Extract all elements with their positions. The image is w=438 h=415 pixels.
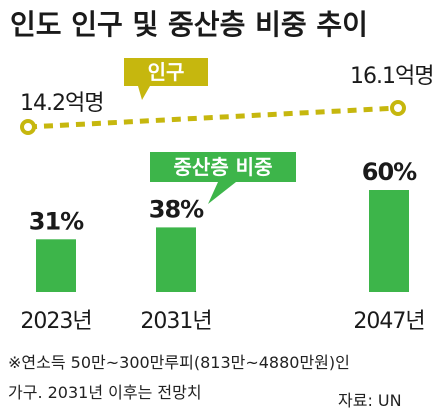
population-label: 인구 (124, 58, 208, 100)
middle-class-share-label-box (150, 152, 296, 204)
category-label-2: 2031년 (140, 309, 211, 334)
category-label-3: 2047년 (353, 309, 424, 334)
category-label-1: 2023년 (20, 309, 91, 334)
bar-value-label-3: 60% (362, 158, 417, 186)
population-label-box (124, 58, 208, 100)
population-value-2023: 14.2억명 (20, 91, 103, 116)
middle-class-share-label: 중산층 비중 (150, 152, 296, 204)
bar-value-label-2: 38% (149, 195, 204, 223)
chart-title: 인도 인구 및 중산층 비중 추이 (10, 8, 368, 41)
bar-group: 31% 2023년 38% 2031년 60% 2047년 (20, 158, 425, 334)
source-label: 자료: UN (338, 391, 402, 410)
population-trend-line (27, 105, 399, 130)
population-label-text: 인구 (148, 60, 185, 84)
bar-1 (36, 239, 76, 292)
bar-value-label-1: 31% (29, 207, 84, 235)
footnote-line-2: 가구. 2031년 이후는 전망치 (8, 383, 202, 402)
footnote-line-1: ※연소득 50만~300만루피(813만~4880만원)인 (8, 353, 350, 372)
population-value-2047: 16.1억명 (350, 64, 433, 89)
bar-3 (369, 190, 409, 292)
middle-class-share-label-text: 중산층 비중 (174, 155, 273, 179)
population-point-start (20, 119, 36, 135)
bar-2 (156, 227, 196, 292)
population-point-end (390, 100, 406, 116)
